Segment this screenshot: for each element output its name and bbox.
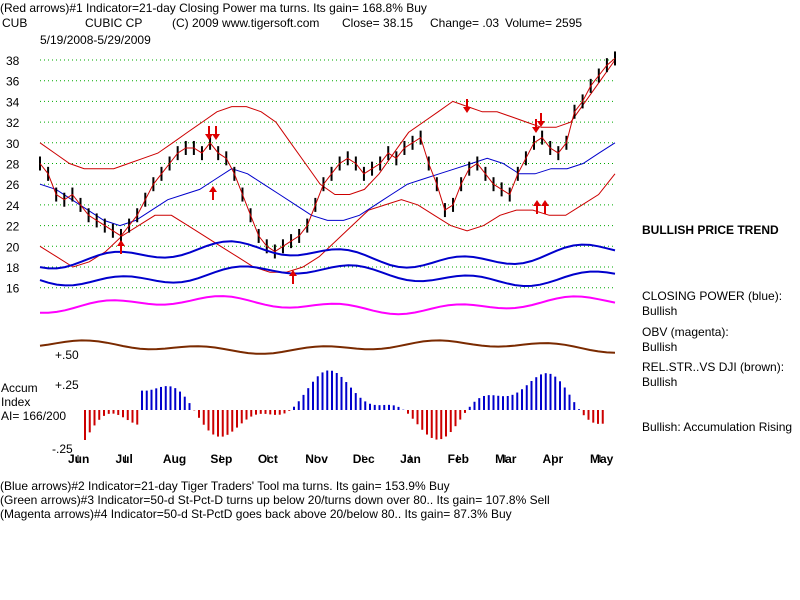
arrow-up-oct — [289, 270, 297, 284]
y-tick-label: 20 — [6, 240, 20, 254]
label-closing-power: CLOSING POWER (blue): — [642, 289, 783, 303]
date-range: 5/19/2008-5/29/2009 — [40, 33, 151, 47]
x-tick-label: Aug — [163, 452, 186, 466]
volume-value: Volume= 2595 — [505, 16, 583, 30]
price-bands — [39, 59, 616, 273]
y-tick-label: 22 — [6, 220, 20, 234]
accum-ai-value: AI= 166/200 — [1, 409, 67, 423]
price-close-line — [39, 58, 616, 253]
accum-plus50: +.50 — [55, 348, 79, 362]
price-bars — [39, 51, 616, 259]
footer-line-1: (Blue arrows)#2 Indicator=21-day Tiger T… — [0, 479, 450, 493]
label-price-trend: BULLISH PRICE TREND — [642, 223, 779, 237]
x-tick-label: Nov — [305, 452, 328, 466]
y-tick-label: 30 — [6, 137, 20, 151]
y-tick-label: 36 — [6, 75, 20, 89]
label-rel-str-value: Bullish — [642, 375, 678, 389]
arrow-down-feb — [463, 99, 471, 113]
close-value: Close= 38.15 — [342, 16, 414, 30]
y-tick-label: 38 — [6, 54, 20, 68]
arrow-down-apr — [537, 113, 545, 127]
y-tick-label: 18 — [6, 261, 20, 275]
obv-line — [40, 295, 616, 316]
upper-band-line — [39, 59, 616, 195]
x-tick-label: Jul — [115, 452, 132, 466]
accum-title-1: Accum — [1, 381, 38, 395]
x-tick-label: Oct — [258, 452, 278, 466]
accum-minus25: -.25 — [52, 442, 73, 456]
label-accum: Bullish: Accumulation Rising — [642, 420, 793, 434]
arrow-up-apr-1 — [533, 200, 541, 214]
price-strength-line — [39, 240, 616, 270]
label-closing-power-value: Bullish — [642, 304, 678, 318]
rel-str-line — [39, 339, 616, 355]
lower-band-line — [39, 173, 616, 273]
x-tick-label: Feb — [448, 452, 469, 466]
arrow-down-aug-2 — [212, 126, 220, 140]
label-obv: OBV (magenta): — [642, 325, 729, 339]
accum-title-2: Index — [1, 395, 31, 409]
header-indicator-line: (Red arrows)#1 Indicator=21-day Closing … — [0, 1, 427, 15]
x-tick-label: Apr — [543, 452, 564, 466]
company-name: CUBIC CP — [85, 16, 143, 30]
accum-plus25: +.25 — [55, 378, 79, 392]
y-tick-label: 26 — [6, 178, 20, 192]
accumulation-index — [84, 370, 604, 440]
closing-power-line — [39, 264, 616, 288]
footer-line-3: (Magenta arrows)#4 Indicator=50-d St-Pct… — [0, 507, 512, 521]
label-obv-value: Bullish — [642, 340, 678, 354]
copyright-text: (C) 2009 www.tigersoft.com — [172, 16, 320, 30]
x-tick-label: Jan — [400, 452, 421, 466]
x-tick-label: Dec — [353, 452, 375, 466]
arrow-down-mar — [532, 119, 540, 133]
arrow-up-apr-2 — [541, 200, 549, 214]
moving-average-line — [39, 142, 616, 227]
arrow-up-jul — [117, 240, 125, 254]
change-value: Change= .03 — [430, 16, 500, 30]
y-tick-label: 16 — [6, 282, 20, 296]
footer-line-2: (Green arrows)#3 Indicator=50-d St-Pct-D… — [0, 493, 550, 507]
indicator-lines — [39, 240, 616, 355]
x-tick-label: Jun — [68, 452, 89, 466]
y-axis-ticks: 16 18 20 22 24 26 28 30 32 34 36 38 — [6, 54, 20, 296]
y-tick-label: 34 — [6, 95, 20, 109]
x-tick-label: Sep — [210, 452, 232, 466]
arrow-down-aug-1 — [205, 126, 213, 140]
arrow-up-sep — [209, 186, 217, 200]
y-tick-label: 28 — [6, 158, 20, 172]
y-tick-label: 24 — [6, 199, 20, 213]
label-rel-str: REL.STR..VS DJI (brown): — [642, 360, 785, 374]
x-tick-label: Mar — [495, 452, 517, 466]
x-axis-ticks: Jun Jul Aug Sep Oct Nov Dec Jan Feb Mar Apr May — [68, 452, 614, 466]
ticker-symbol: CUB — [2, 16, 28, 30]
signal-arrows — [117, 99, 549, 284]
x-tick-label: May — [590, 452, 614, 466]
y-tick-label: 32 — [6, 116, 20, 130]
